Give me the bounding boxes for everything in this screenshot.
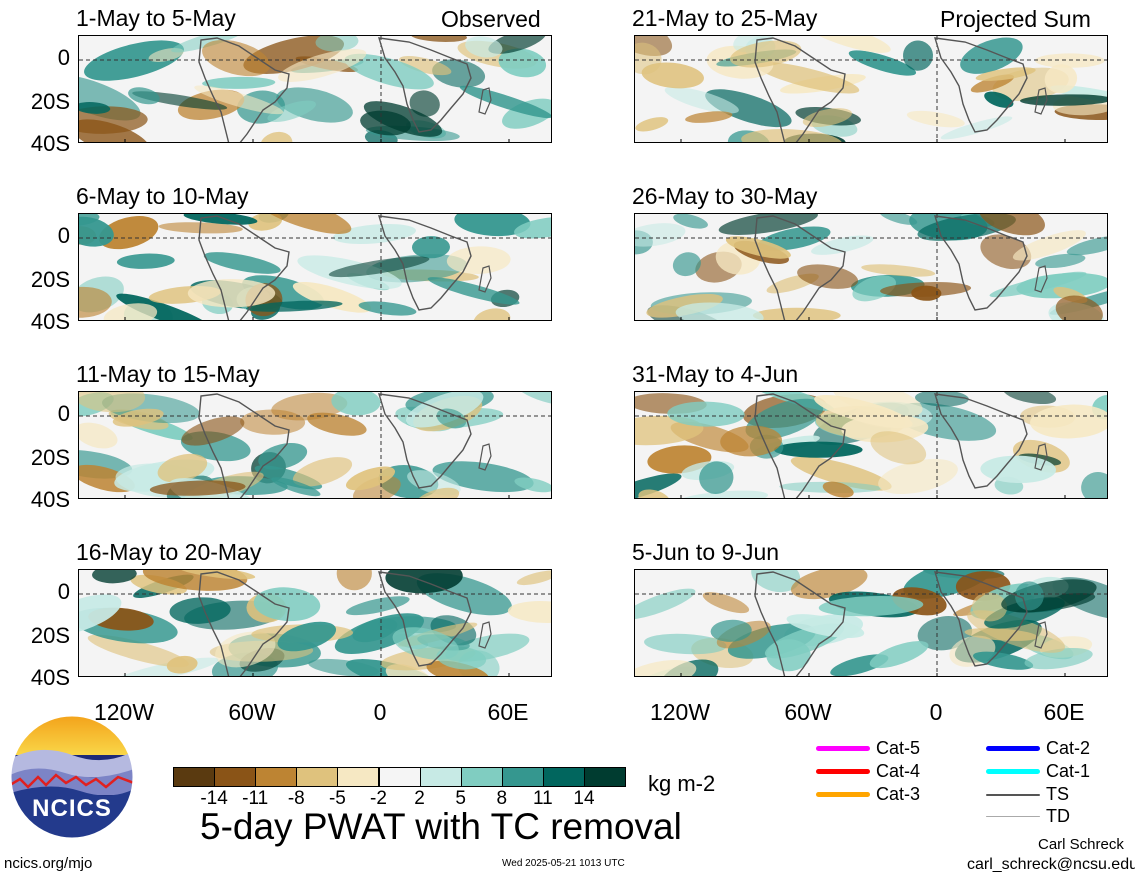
colorbar-tick-label: 2 (414, 788, 425, 809)
colorbar-tick-label: -2 (370, 788, 387, 809)
legend-label: TS (1046, 784, 1070, 804)
y-tick-label: 40S (30, 131, 70, 156)
map-panel (78, 569, 552, 677)
legend-label: Cat-1 (1046, 761, 1091, 781)
legend-line-ts (986, 794, 1040, 796)
y-tick-label: 20S (30, 623, 70, 648)
legend-label: TD (1046, 806, 1070, 826)
legend-label: Cat-2 (1046, 738, 1091, 758)
y-tick-label: 20S (30, 267, 70, 292)
colorbar-tick-label: 14 (573, 788, 595, 809)
author-name: Carl Schreck (1038, 836, 1124, 853)
x-tick-label: 0 (929, 699, 943, 725)
logo-text: NCICS (32, 795, 112, 822)
site-url[interactable]: ncics.org/mjo (4, 855, 93, 872)
legend-line-cat-2 (986, 746, 1040, 751)
y-tick-label: 40S (30, 665, 70, 690)
map-panel (634, 35, 1108, 143)
legend-label: Cat-4 (876, 761, 921, 781)
panel-title: 31-May to 4-Jun (632, 361, 799, 387)
column-tag-left: Observed (441, 6, 541, 32)
colorbar-swatch (460, 767, 503, 787)
colorbar-swatch (214, 767, 257, 787)
legend-line-cat-3 (816, 792, 870, 797)
colorbar-swatch (296, 767, 339, 787)
colorbar-swatch (584, 767, 627, 787)
y-tick-label: 0 (57, 579, 70, 604)
colorbar-swatch (501, 767, 544, 787)
panel-title: 5-Jun to 9-Jun (632, 539, 780, 565)
chart-title: 5-day PWAT with TC removal (200, 806, 682, 847)
colorbar-swatch (337, 767, 380, 787)
legend-line-td (986, 816, 1040, 817)
y-tick-label: 20S (30, 89, 70, 114)
map-panel (78, 35, 552, 143)
y-tick-label: 0 (57, 223, 70, 248)
colorbar-swatch (173, 767, 216, 787)
colorbar-swatch (419, 767, 462, 787)
colorbar-tick-label: 8 (496, 788, 508, 809)
x-tick-label: 60E (1043, 699, 1085, 725)
y-tick-label: 0 (57, 401, 70, 426)
x-tick-label: 60E (487, 699, 529, 725)
panel-title: 21-May to 25-May (632, 5, 818, 31)
legend-label: Cat-5 (876, 738, 921, 758)
x-tick-label: 60W (228, 699, 276, 725)
colorbar-tick-label: -5 (328, 788, 346, 809)
units-label: kg m-2 (648, 771, 716, 796)
map-panel (634, 213, 1108, 321)
map-panel (78, 391, 552, 499)
map-panel (78, 213, 552, 321)
map-panel (634, 391, 1108, 499)
author-email[interactable]: carl_schreck@ncsu.edu (967, 856, 1135, 873)
colorbar-swatch (255, 767, 298, 787)
legend-line-cat-4 (816, 769, 870, 774)
y-tick-label: 0 (57, 45, 70, 70)
y-tick-label: 40S (30, 487, 70, 512)
panel-title: 6-May to 10-May (76, 183, 249, 209)
colorbar-tick-label: 5 (455, 788, 466, 809)
legend-line-cat-5 (816, 746, 870, 751)
x-tick-label: 0 (373, 699, 387, 725)
colorbar-tick-label: -14 (200, 788, 228, 809)
panel-title: 16-May to 20-May (76, 539, 262, 565)
ncics-logo: NCICS (10, 715, 134, 839)
colorbar-tick-label: 11 (533, 788, 553, 809)
y-tick-label: 20S (30, 445, 70, 470)
colorbar-swatch (378, 767, 421, 787)
panel-title: 11-May to 15-May (76, 361, 260, 387)
x-tick-label: 60W (784, 699, 832, 725)
y-tick-label: 40S (30, 309, 70, 334)
map-panel (634, 569, 1108, 677)
legend-line-cat-1 (986, 769, 1040, 774)
column-tag-right: Projected Sum (940, 6, 1091, 32)
colorbar-swatch (542, 767, 585, 787)
x-tick-label: 120W (649, 699, 711, 725)
x-tick-label: 120W (93, 699, 155, 725)
colorbar-tick-label: -11 (242, 788, 269, 809)
panel-title: 1-May to 5-May (76, 5, 236, 31)
panel-title: 26-May to 30-May (632, 183, 818, 209)
timestamp: Wed 2025-05-21 1013 UTC (502, 858, 625, 869)
colorbar-tick-label: -8 (287, 788, 305, 809)
legend-label: Cat-3 (876, 784, 921, 804)
